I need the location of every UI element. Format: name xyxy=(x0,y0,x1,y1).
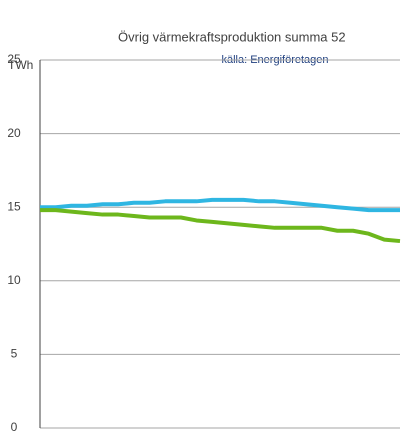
y-tick-label: 5 xyxy=(11,347,18,361)
y-tick-label: 15 xyxy=(7,199,21,213)
y-tick-label: 25 xyxy=(7,52,21,66)
y-axis-label: TWh xyxy=(8,58,33,72)
line-series xyxy=(40,208,401,244)
chart-title: Övrig värmekraftsproduktion summa 52 xyxy=(118,29,346,44)
y-tick-label: 0 xyxy=(11,420,18,434)
y-tick-label: 20 xyxy=(7,126,21,140)
line-series xyxy=(40,197,400,213)
y-tick-label: 10 xyxy=(7,273,21,287)
